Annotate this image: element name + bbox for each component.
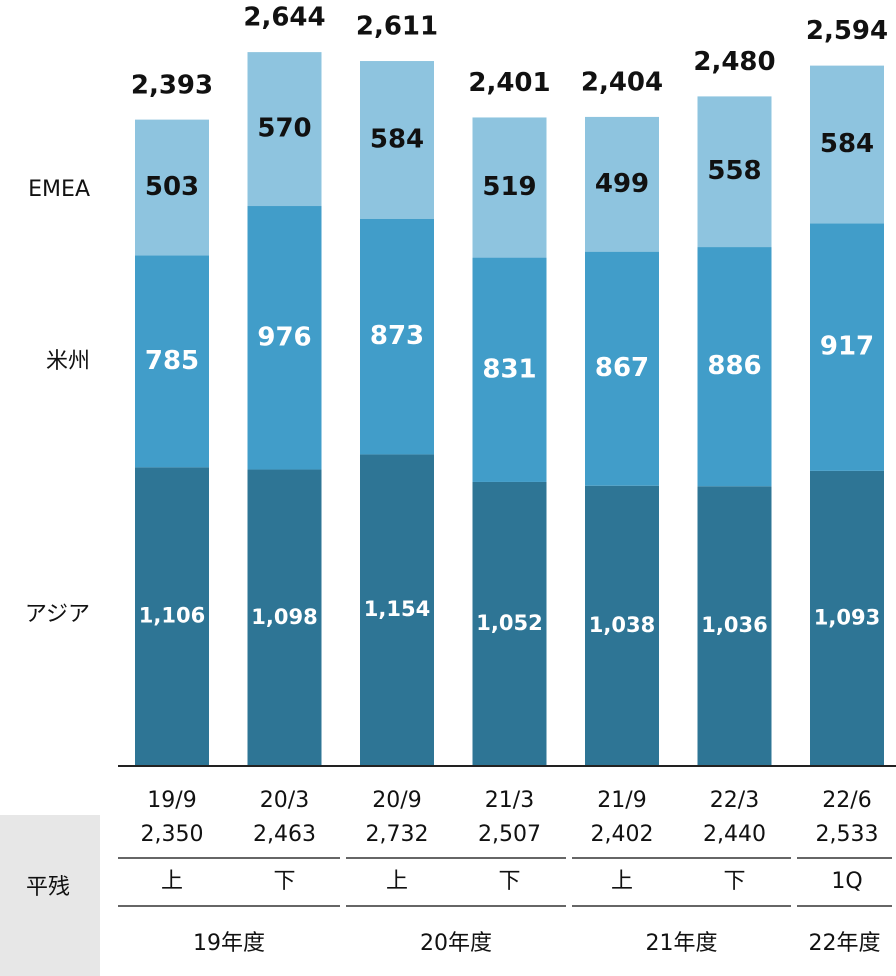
series-label: アジア	[25, 602, 90, 627]
table-header-bg	[0, 815, 100, 976]
data-label: 1,036	[701, 613, 767, 637]
data-label: 1,038	[589, 613, 655, 637]
table-year: 22年度	[809, 931, 881, 956]
table-half: 下	[723, 869, 745, 894]
bar-segment	[360, 61, 434, 219]
table-average: 2,402	[591, 822, 654, 847]
data-label: 1,106	[139, 604, 205, 628]
bar-segment	[135, 119, 209, 256]
bar-segment	[472, 481, 547, 766]
data-label: 558	[707, 156, 761, 186]
data-label: 867	[595, 353, 649, 383]
total-label: 2,393	[131, 70, 213, 100]
series-label: EMEA	[28, 177, 90, 202]
bar-segment	[472, 117, 547, 258]
table-half: 上	[611, 869, 633, 894]
data-label: 1,093	[814, 605, 880, 629]
bar-segment	[585, 116, 659, 252]
data-label: 519	[482, 172, 536, 202]
table-average: 2,507	[478, 822, 541, 847]
table-year: 19年度	[193, 931, 265, 956]
table-half: 下	[498, 869, 520, 894]
table-half: 上	[386, 869, 408, 894]
data-label: 873	[370, 321, 424, 351]
data-label: 1,154	[364, 597, 430, 621]
x-tick-label: 22/3	[710, 788, 759, 813]
data-label: 917	[820, 332, 874, 362]
data-label: 976	[257, 322, 311, 352]
bar-segment	[135, 467, 209, 766]
data-label: 1,052	[476, 611, 542, 635]
data-label: 584	[820, 129, 874, 159]
table-average: 2,350	[141, 822, 204, 847]
bar-segment	[247, 206, 322, 470]
bar-segment	[697, 96, 772, 248]
table-average: 2,533	[816, 822, 879, 847]
bar-segment	[810, 223, 884, 471]
data-label: 570	[257, 114, 311, 144]
total-label: 2,611	[356, 12, 438, 42]
x-tick-label: 19/9	[147, 788, 196, 813]
bar-segment	[247, 52, 322, 207]
table-half: 上	[161, 869, 183, 894]
bar-segment	[247, 469, 322, 766]
x-tick-label: 20/9	[372, 788, 421, 813]
bar-segment	[360, 218, 434, 455]
table-average: 2,732	[366, 822, 429, 847]
bar-segment	[360, 454, 434, 766]
data-label: 499	[595, 169, 649, 199]
table-label: 平残	[26, 875, 70, 900]
bar-segment	[585, 251, 659, 486]
total-label: 2,594	[806, 16, 888, 46]
total-label: 2,644	[243, 3, 325, 33]
total-label: 2,480	[693, 47, 775, 77]
data-label: 831	[482, 354, 536, 384]
bar-segment	[697, 486, 772, 766]
data-label: 785	[145, 346, 199, 376]
table-average: 2,440	[703, 822, 766, 847]
bar-segment	[585, 485, 659, 766]
table-year: 21年度	[646, 931, 718, 956]
bar-segment	[810, 470, 884, 766]
table-average: 2,463	[253, 822, 316, 847]
x-tick-label: 21/3	[485, 788, 534, 813]
table-year: 20年度	[420, 931, 492, 956]
bar-segment	[697, 247, 772, 487]
bar-segment	[472, 257, 547, 482]
data-label: 1,098	[251, 605, 317, 629]
x-tick-label: 21/9	[597, 788, 646, 813]
total-label: 2,401	[468, 68, 550, 98]
total-label: 2,404	[581, 67, 663, 97]
x-tick-label: 22/6	[822, 788, 871, 813]
bar-segment	[810, 65, 884, 224]
data-label: 503	[145, 172, 199, 202]
data-label: 886	[707, 351, 761, 381]
data-label: 584	[370, 124, 424, 154]
series-label: 米州	[46, 349, 90, 374]
table-half: 下	[273, 869, 295, 894]
bar-segment	[135, 255, 209, 468]
x-tick-label: 20/3	[260, 788, 309, 813]
table-half: 1Q	[831, 869, 862, 894]
